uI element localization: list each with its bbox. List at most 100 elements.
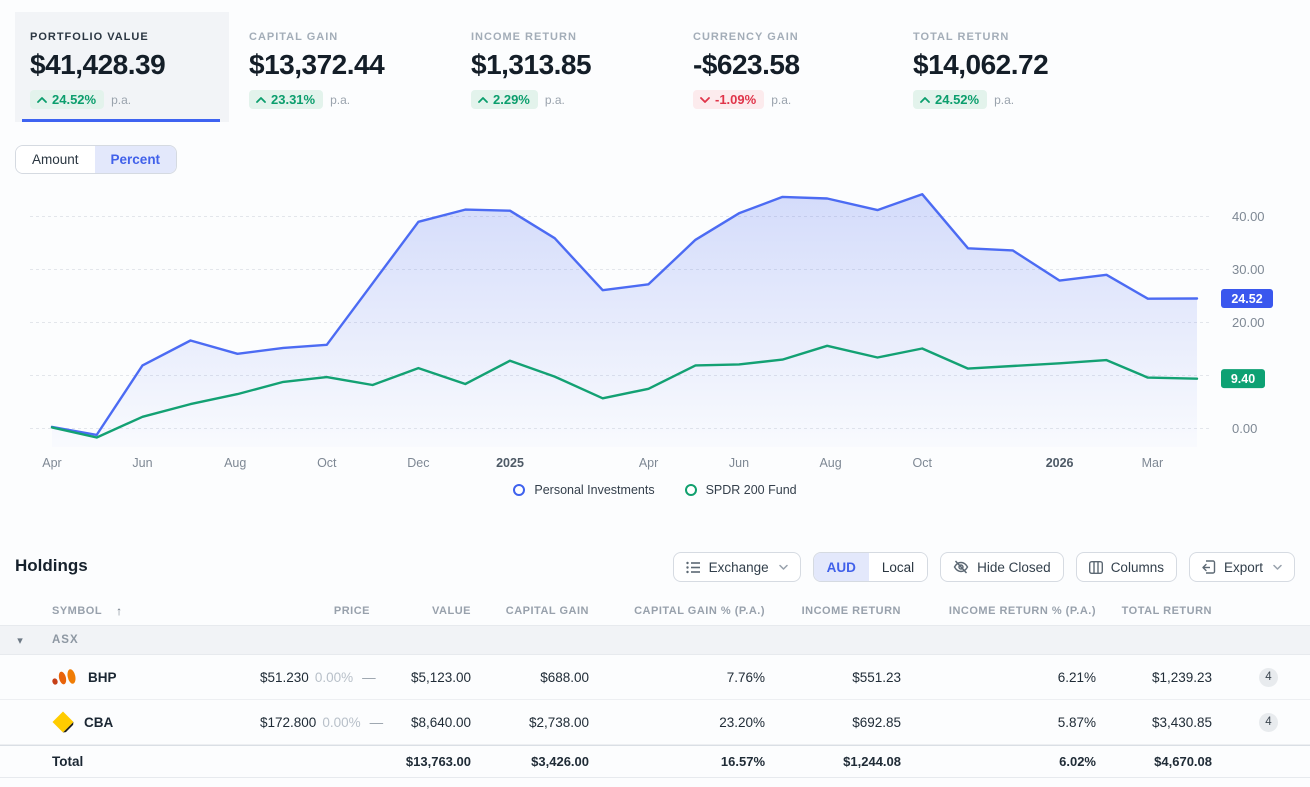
stat-card-currency-gain[interactable]: CURRENCY GAIN -$623.58 -1.09% p.a. bbox=[678, 12, 892, 122]
amount-toggle-button[interactable]: Amount bbox=[16, 146, 95, 173]
chevron-down-icon bbox=[1273, 564, 1282, 570]
capital-gain-pa-cell: 7.76% bbox=[726, 669, 765, 685]
income-return-cell: $551.23 bbox=[852, 669, 901, 685]
table-row-bhp[interactable]: BHP $51.230 0.00% — $5,123.00 $688.00 7.76… bbox=[0, 655, 1310, 700]
per-annum-label: p.a. bbox=[771, 92, 792, 107]
income-return-cell: $692.85 bbox=[852, 714, 901, 730]
stat-label: CAPITAL GAIN bbox=[249, 31, 339, 43]
stat-label: INCOME RETURN bbox=[471, 31, 577, 43]
stat-value: $41,428.39 bbox=[30, 49, 166, 80]
total-capital-gain-cell: $3,426.00 bbox=[531, 754, 589, 769]
legend-dot-green-icon bbox=[684, 484, 697, 496]
svg-text:0.00: 0.00 bbox=[1232, 421, 1257, 436]
holdings-title: Holdings bbox=[15, 556, 88, 575]
change-value: 24.52% bbox=[52, 92, 97, 107]
svg-text:Apr: Apr bbox=[639, 456, 658, 470]
group-row-asx[interactable]: ▾ ASX bbox=[0, 625, 1310, 655]
total-income-return-pa-cell: 6.02% bbox=[1059, 754, 1096, 769]
per-annum-label: p.a. bbox=[111, 92, 132, 107]
columns-label: Columns bbox=[1110, 559, 1164, 575]
income-return-pa-cell: 5.87% bbox=[1057, 714, 1096, 730]
svg-text:Apr: Apr bbox=[42, 456, 61, 470]
change-value: -1.09% bbox=[715, 92, 757, 107]
columns-icon bbox=[1088, 560, 1103, 574]
export-label: Export bbox=[1223, 559, 1263, 575]
change-pill: -1.09% bbox=[693, 90, 765, 109]
collapse-group-chevron-icon[interactable]: ▾ bbox=[17, 634, 23, 647]
total-return-cell: $3,430.85 bbox=[1151, 714, 1212, 730]
stat-label: TOTAL RETURN bbox=[913, 31, 1010, 43]
symbol-label[interactable]: CBA bbox=[84, 714, 114, 730]
column-header-symbol[interactable]: SYMBOL ↑ bbox=[52, 604, 123, 618]
svg-text:24.52: 24.52 bbox=[1231, 292, 1262, 306]
exchange-dropdown-button[interactable]: Exchange bbox=[672, 552, 801, 582]
legend-item-personal-investments[interactable]: Personal Investments bbox=[513, 483, 655, 497]
change-value: 23.31% bbox=[271, 92, 316, 107]
export-dropdown-button[interactable]: Export bbox=[1188, 552, 1295, 582]
eye-off-icon bbox=[953, 560, 969, 574]
chart-legend: Personal Investments SPDR 200 Fund bbox=[0, 483, 1310, 497]
total-return-cell: $1,239.23 bbox=[1151, 669, 1212, 685]
group-label: ASX bbox=[52, 634, 79, 646]
stat-value: $14,062.72 bbox=[913, 49, 1049, 80]
stat-value: $1,313.85 bbox=[471, 49, 592, 80]
bhp-logo-icon bbox=[52, 669, 76, 685]
column-header-capital-gain[interactable]: CAPITAL GAIN bbox=[505, 605, 589, 617]
chevron-up-icon bbox=[37, 96, 47, 103]
svg-text:Aug: Aug bbox=[224, 456, 246, 470]
active-tab-underline bbox=[22, 119, 220, 122]
holdings-table: SYMBOL ↑ PRICE VALUE CAPITAL GAIN CAPITAL… bbox=[0, 597, 1310, 778]
stats-row: PORTFOLIO VALUE $41,428.39 24.52% p.a. C… bbox=[0, 0, 1310, 132]
amount-percent-toggle: Amount Percent bbox=[15, 145, 178, 174]
column-header-income-return[interactable]: INCOME RETURN bbox=[801, 605, 901, 617]
legend-item-spdr-200-fund[interactable]: SPDR 200 Fund bbox=[684, 483, 797, 497]
holdings-toolbar: Exchange AUD Local Hide Closed Columns E… bbox=[672, 552, 1295, 582]
price-cell: $172.800 0.00% — bbox=[260, 714, 384, 730]
change-value: 2.29% bbox=[493, 92, 530, 107]
total-total-return-cell: $4,670.08 bbox=[1154, 754, 1212, 769]
svg-text:Jun: Jun bbox=[729, 456, 749, 470]
list-icon bbox=[685, 561, 700, 573]
export-file-icon bbox=[1202, 559, 1216, 574]
table-row-cba[interactable]: CBA $172.800 0.00% — $8,640.00 $2,738.00 2… bbox=[0, 700, 1310, 745]
svg-text:40.00: 40.00 bbox=[1232, 209, 1265, 224]
chevron-up-icon bbox=[478, 96, 488, 103]
stat-card-capital-gain[interactable]: CAPITAL GAIN $13,372.44 23.31% p.a. bbox=[234, 12, 448, 122]
table-header-row: SYMBOL ↑ PRICE VALUE CAPITAL GAIN CAPITAL… bbox=[0, 597, 1310, 625]
svg-text:30.00: 30.00 bbox=[1232, 262, 1265, 277]
currency-local-button[interactable]: Local bbox=[868, 553, 928, 581]
column-header-total-return[interactable]: TOTAL RETURN bbox=[1121, 605, 1212, 617]
per-annum-label: p.a. bbox=[544, 92, 565, 107]
column-header-value[interactable]: VALUE bbox=[432, 605, 471, 617]
trade-count-badge[interactable]: 4 bbox=[1259, 667, 1278, 687]
total-income-return-cell: $1,244.08 bbox=[843, 754, 901, 769]
table-total-row: Total $13,763.00 $3,426.00 16.57% $1,244… bbox=[0, 745, 1310, 778]
stat-card-portfolio-value[interactable]: PORTFOLIO VALUE $41,428.39 24.52% p.a. bbox=[15, 12, 229, 122]
svg-text:9.40: 9.40 bbox=[1231, 372, 1255, 386]
hide-closed-label: Hide Closed bbox=[977, 559, 1051, 575]
svg-text:2026: 2026 bbox=[1046, 456, 1074, 470]
total-label: Total bbox=[52, 754, 84, 769]
symbol-label[interactable]: BHP bbox=[88, 669, 117, 685]
currency-aud-button[interactable]: AUD bbox=[813, 553, 869, 581]
capital-gain-pa-cell: 23.20% bbox=[719, 714, 765, 730]
column-header-income-return-pa[interactable]: INCOME RETURN % (P.A.) bbox=[948, 605, 1096, 617]
stat-value: -$623.58 bbox=[693, 49, 800, 80]
svg-text:20.00: 20.00 bbox=[1232, 315, 1265, 330]
hide-closed-button[interactable]: Hide Closed bbox=[940, 552, 1064, 582]
value-cell: $8,640.00 bbox=[410, 714, 471, 730]
column-header-price[interactable]: PRICE bbox=[333, 605, 370, 617]
trade-count-badge[interactable]: 4 bbox=[1259, 712, 1278, 732]
stat-label: PORTFOLIO VALUE bbox=[30, 31, 149, 43]
svg-text:2025: 2025 bbox=[496, 456, 524, 470]
stat-card-income-return[interactable]: INCOME RETURN $1,313.85 2.29% p.a. bbox=[456, 12, 670, 122]
columns-button[interactable]: Columns bbox=[1075, 552, 1177, 582]
performance-chart-svg: Apr Jun Aug Oct Dec 2025 Apr Jun Aug Oct 2026 Mar 40… bbox=[30, 192, 1273, 470]
total-capital-gain-pa-cell: 16.57% bbox=[720, 754, 765, 769]
svg-text:Aug: Aug bbox=[819, 456, 841, 470]
stat-label: CURRENCY GAIN bbox=[693, 31, 799, 43]
percent-toggle-button[interactable]: Percent bbox=[94, 146, 177, 173]
column-header-capital-gain-pa[interactable]: CAPITAL GAIN % (P.A.) bbox=[634, 605, 765, 617]
stat-card-total-return[interactable]: TOTAL RETURN $14,062.72 24.52% p.a. bbox=[898, 12, 1112, 122]
change-pill: 24.52% bbox=[30, 90, 105, 109]
